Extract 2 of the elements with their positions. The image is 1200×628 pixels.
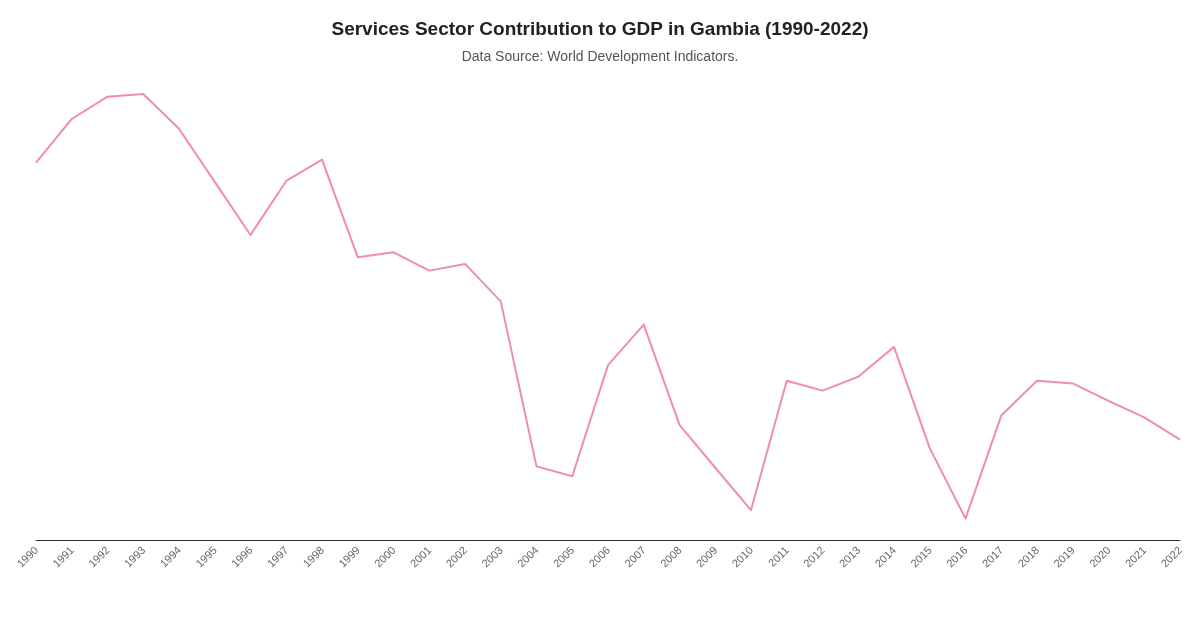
chart-title: Services Sector Contribution to GDP in Gambia (1990-2022) <box>331 18 869 39</box>
chart-subtitle: Data Source: World Development Indicators. <box>461 48 739 64</box>
